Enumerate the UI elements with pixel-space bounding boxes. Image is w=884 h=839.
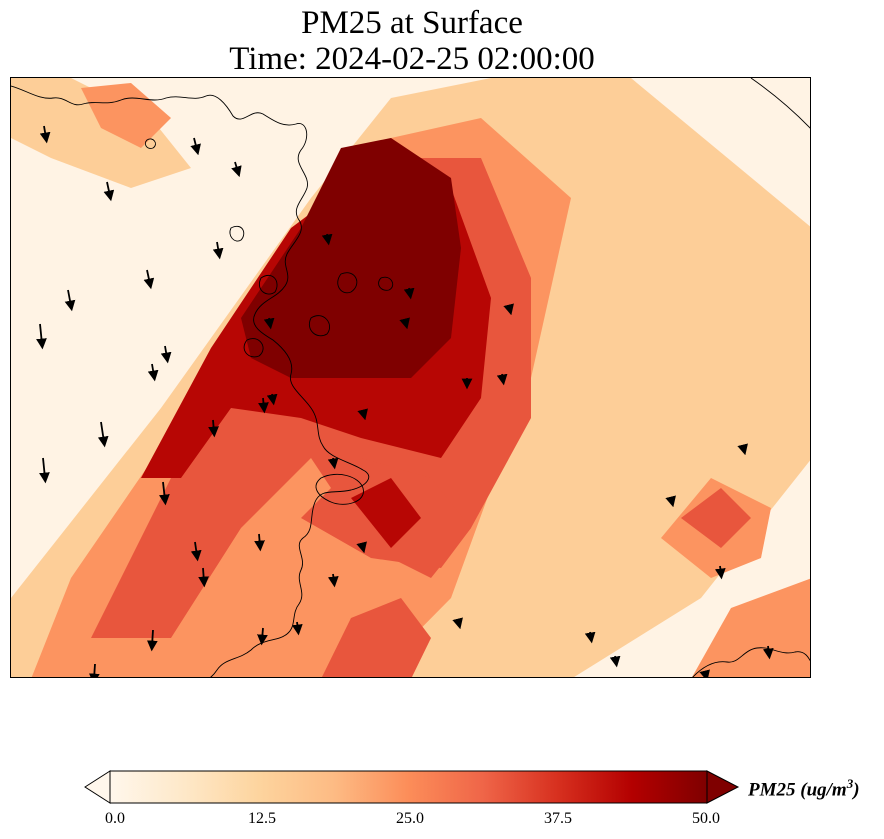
colorbar-tick-2: 25.0: [396, 810, 424, 827]
wind-arrow: [143, 269, 155, 290]
pm25-region-fringe: [11, 78, 191, 188]
wind-arrow: [263, 317, 275, 330]
wind-arrow: [39, 125, 51, 144]
pm25-region-outer: [692, 578, 810, 677]
wind-arrow: [254, 533, 265, 552]
wind-arrow: [762, 645, 774, 660]
wind-arrow: [103, 181, 115, 202]
pm25-concentration-field: [11, 78, 810, 677]
pm25-region-mid: [681, 488, 751, 548]
wind-arrow: [147, 363, 159, 382]
colorbar-tick-1: 12.5: [248, 810, 276, 827]
wind-arrow: [64, 289, 76, 312]
colorbar: [84, 770, 740, 804]
wind-arrow: [609, 655, 621, 668]
wind-arrow: [257, 627, 268, 646]
colorbar-tick-4: 50.0: [692, 810, 720, 827]
wind-arrow: [399, 317, 410, 330]
colorbar-extend-min: [84, 770, 111, 804]
wind-arrow: [190, 137, 201, 156]
wind-arrow: [714, 565, 726, 580]
colorbar-extend-max: [706, 770, 740, 804]
wind-arrow: [496, 373, 508, 386]
wind-arrow: [327, 573, 339, 588]
colorbar-tick-0: 0.0: [105, 810, 125, 827]
wind-arrow: [258, 397, 269, 414]
wind-arrow: [357, 408, 368, 421]
colorbar-label: PM25 (ug/m3): [748, 776, 860, 801]
wind-arrow: [503, 303, 514, 316]
wind-arrow: [452, 617, 463, 630]
wind-arrow: [208, 419, 219, 438]
wind-arrow: [198, 567, 210, 588]
wind-arrow: [291, 621, 303, 636]
wind-arrow: [88, 663, 100, 677]
wind-arrow: [321, 233, 333, 246]
plot-title: PM25 at Surface: [301, 5, 523, 41]
wind-arrow: [160, 345, 172, 364]
pm25-region-mid: [321, 598, 431, 677]
wind-arrow: [356, 541, 367, 554]
wind-arrow: [36, 323, 47, 350]
wind-arrow: [584, 631, 596, 644]
wind-arrow: [190, 541, 202, 562]
plot-time-subtitle: Time: 2024-02-25 02:00:00: [229, 41, 595, 77]
wind-vectors: [36, 125, 774, 677]
wind-arrow: [39, 457, 50, 484]
pm25-region-inner: [351, 478, 421, 548]
wind-arrow: [737, 443, 748, 456]
wind-arrow: [231, 161, 242, 178]
wind-arrow: [146, 629, 158, 652]
wind-arrow: [699, 669, 710, 677]
colorbar-gradient: [109, 770, 708, 804]
wind-arrow: [665, 495, 676, 508]
wind-arrow: [97, 421, 109, 448]
wind-arrow: [212, 241, 224, 260]
wind-arrow: [266, 393, 278, 406]
wind-arrow: [403, 287, 415, 300]
wind-arrow: [159, 481, 170, 506]
map-panel: [10, 77, 811, 678]
colorbar-tick-3: 37.5: [544, 810, 572, 827]
wind-arrow: [327, 457, 339, 470]
coastline: [11, 78, 810, 677]
